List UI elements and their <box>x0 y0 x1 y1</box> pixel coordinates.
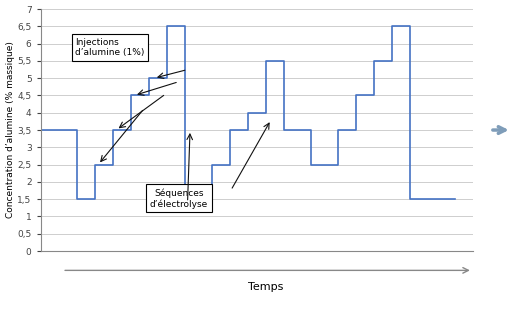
Y-axis label: Concentration d’alumine (% massique): Concentration d’alumine (% massique) <box>6 42 15 219</box>
Text: Injections
d’alumine (1%): Injections d’alumine (1%) <box>75 38 145 57</box>
Text: Temps: Temps <box>248 282 283 292</box>
Text: Séquences
d’électrolyse: Séquences d’électrolyse <box>150 188 208 209</box>
